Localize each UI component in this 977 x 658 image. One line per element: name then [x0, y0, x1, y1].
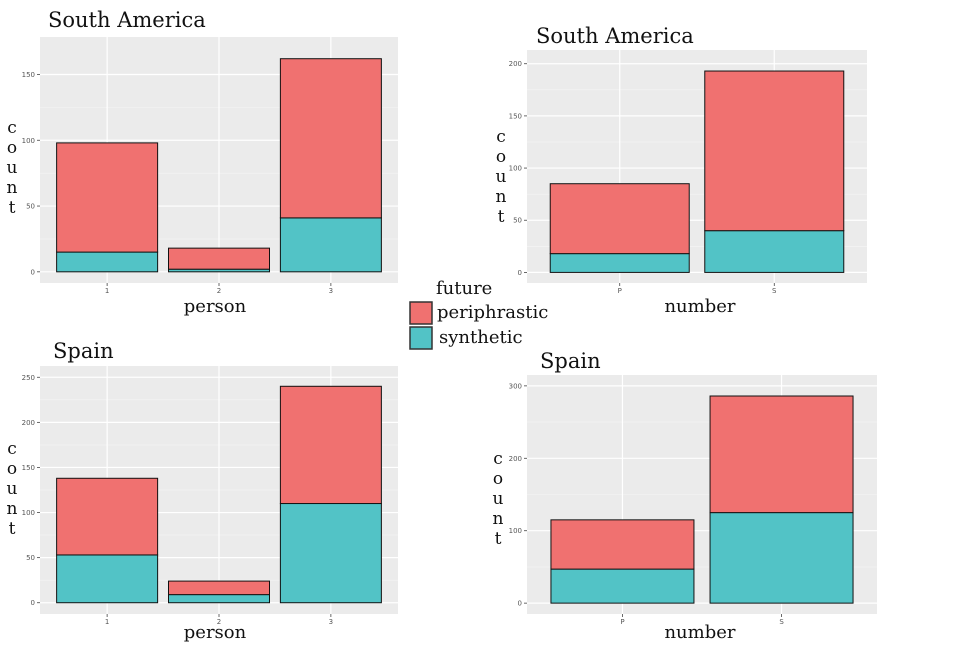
y-tick-label: 200 — [509, 60, 522, 68]
bar-periphrastic-1 — [56, 477, 159, 556]
chart-panel-1: 0 50 100 150 1 2 3 South America person c o u n t — [7, 8, 398, 317]
legend-label-periphrastic: periphrastic — [437, 302, 548, 323]
chart-panel-3: 0 50 100 150 200 250 1 2 3 Spain person c o u n t — [7, 339, 398, 643]
y-tick-label: 150 — [509, 112, 522, 120]
bar-periphrastic-S — [704, 70, 845, 232]
x-tick-label: 3 — [329, 287, 333, 295]
x-tick-label: S — [772, 287, 777, 295]
bar-periphrastic-2 — [168, 580, 270, 596]
bar-synthetic-3 — [279, 217, 382, 273]
y-tick-label: 0 — [31, 599, 35, 607]
y-tick-label: 300 — [509, 382, 522, 390]
y-tick-label: 150 — [22, 464, 35, 472]
bar-periphrastic-P — [549, 183, 690, 255]
legend: future periphrastic synthetic — [409, 278, 548, 350]
chart-title: South America — [536, 24, 694, 48]
x-tick-label: S — [779, 618, 784, 626]
y-tick-label: 0 — [518, 600, 522, 608]
y-tick-label: 0 — [518, 269, 522, 277]
bar-periphrastic-3 — [279, 58, 382, 219]
x-axis-label: number — [664, 296, 735, 317]
bar-synthetic-3 — [279, 503, 382, 604]
y-tick-label: 0 — [31, 268, 35, 276]
bar-periphrastic-2 — [168, 247, 270, 270]
legend-swatch-periphrastic — [409, 301, 433, 325]
bar-synthetic-2 — [168, 594, 270, 604]
bar-periphrastic-1 — [56, 142, 159, 253]
y-tick-label: 200 — [22, 419, 35, 427]
bar-synthetic-S — [709, 512, 854, 604]
chart-title: Spain — [53, 339, 114, 363]
y-tick-label: 100 — [22, 137, 35, 145]
x-tick-label: 3 — [329, 618, 333, 626]
legend-swatch-synthetic — [409, 326, 433, 350]
x-axis-label: person — [184, 622, 247, 643]
x-tick-label: 1 — [105, 287, 109, 295]
x-tick-label: 2 — [217, 618, 221, 626]
x-tick-label: 2 — [217, 287, 221, 295]
legend-title: future — [436, 278, 492, 299]
bar-synthetic-P — [550, 568, 695, 604]
x-tick-label: P — [620, 618, 624, 626]
bar-synthetic-1 — [56, 251, 159, 273]
x-axis-label: person — [184, 296, 247, 317]
bar-synthetic-S — [704, 230, 845, 273]
legend-label-synthetic: synthetic — [439, 327, 523, 348]
y-tick-label: 200 — [509, 455, 522, 463]
chart-panel-2: 0 50 100 150 200 P S South America number c o u n t — [496, 24, 867, 317]
x-axis-label: number — [664, 622, 735, 643]
bar-periphrastic-S — [709, 395, 854, 514]
y-tick-label: 100 — [22, 509, 35, 517]
chart-title: South America — [48, 8, 206, 32]
y-tick-label: 50 — [26, 203, 35, 211]
y-tick-label: 50 — [26, 554, 35, 562]
y-tick-label: 100 — [509, 165, 522, 173]
y-tick-label: 150 — [22, 71, 35, 79]
x-tick-label: 1 — [105, 618, 109, 626]
bar-synthetic-P — [549, 253, 690, 273]
y-tick-label: 250 — [22, 374, 35, 382]
bar-synthetic-1 — [56, 554, 159, 604]
bar-periphrastic-3 — [279, 385, 382, 505]
y-tick-label: 50 — [513, 217, 522, 225]
chart-panel-4: 0 100 200 300 P S Spain number c o u n t — [493, 349, 877, 643]
y-tick-label: 100 — [509, 527, 522, 535]
chart-title: Spain — [540, 349, 601, 373]
bar-periphrastic-P — [550, 519, 695, 570]
x-tick-label: P — [618, 287, 622, 295]
